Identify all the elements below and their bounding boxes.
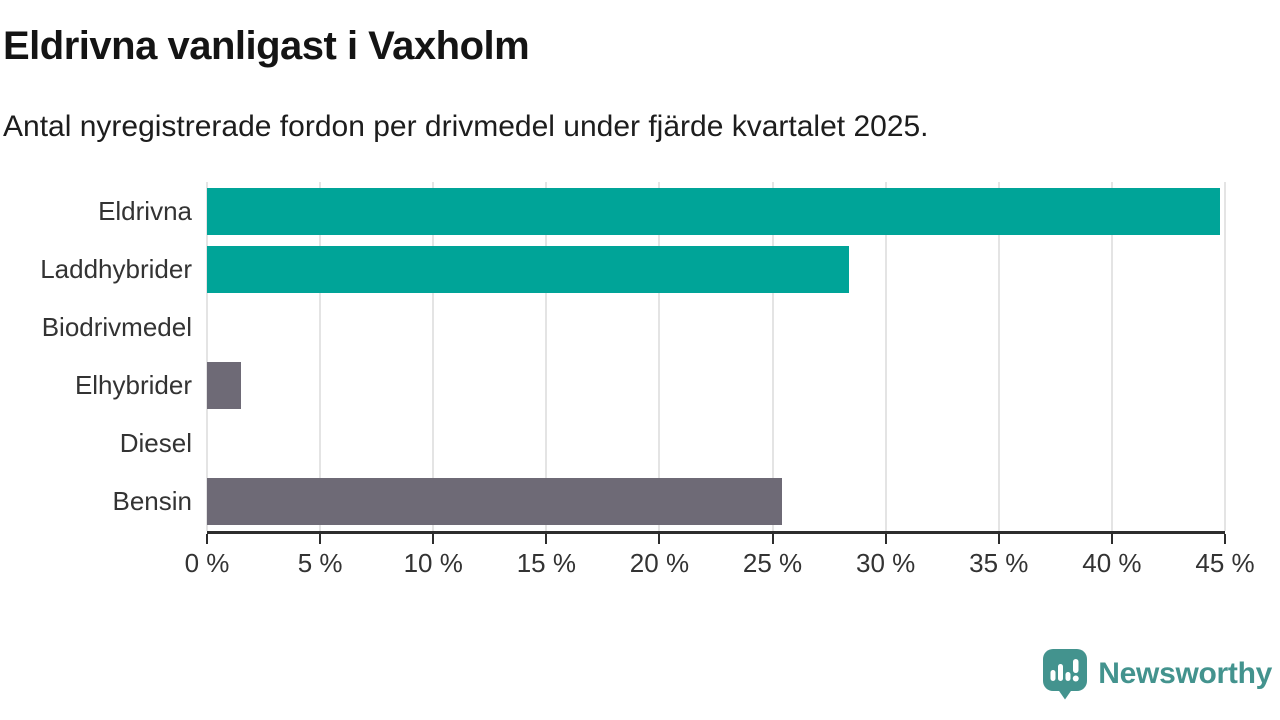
chart-subtitle: Antal nyregistrerade fordon per drivmede… (3, 110, 929, 143)
gridline (319, 182, 322, 531)
bar (207, 478, 782, 526)
x-tick (997, 534, 1000, 544)
category-label: Laddhybrider (40, 253, 192, 284)
chart-title: Eldrivna vanligast i Vaxholm (3, 24, 530, 68)
x-tick (206, 534, 208, 544)
gridline (545, 182, 548, 531)
x-tick-label: 35 % (969, 548, 1029, 578)
gridline (1110, 182, 1113, 531)
bar (207, 187, 1221, 235)
x-tick (319, 534, 322, 544)
bar-chart: Eldrivna Laddhybrider Biodrivmedel Elhybrid… (0, 182, 1280, 612)
bar-row (207, 473, 1225, 531)
x-tick-label: 45 % (1195, 548, 1255, 578)
x-tick (884, 534, 887, 544)
category-label: Eldrivna (98, 195, 192, 226)
bar-row (207, 240, 1225, 298)
y-axis-labels: Eldrivna Laddhybrider Biodrivmedel Elhybrid… (0, 182, 192, 531)
category-label: Biodrivmedel (41, 311, 192, 342)
bar-row (207, 182, 1225, 240)
x-tick-label: 10 % (403, 548, 463, 578)
newsworthy-logo: Newsworthy (1042, 648, 1272, 700)
category-label: Elhybrider (74, 370, 192, 401)
bar-row (207, 357, 1225, 415)
bar-row (207, 415, 1225, 473)
x-tick-label: 40 % (1082, 548, 1142, 578)
bar (207, 245, 850, 293)
x-tick-label: 15 % (516, 548, 576, 578)
x-tick (1224, 534, 1226, 544)
category-label: Bensin (112, 486, 193, 517)
gridline (1224, 182, 1226, 531)
x-tick (545, 534, 548, 544)
gridline (771, 182, 774, 531)
x-tick-label: 25 % (742, 548, 803, 578)
x-tick-label: 30 % (856, 548, 916, 578)
x-tick (432, 534, 435, 544)
speech-bubble-bar-chart-icon (1043, 649, 1088, 700)
bar-row (207, 298, 1225, 356)
plot-area (206, 182, 1226, 534)
category-label: Diesel (119, 428, 192, 459)
newsworthy-logo-text: Newsworthy (1098, 657, 1272, 690)
bar (207, 362, 241, 410)
gridline (206, 182, 208, 531)
x-tick (658, 534, 661, 544)
gridline (658, 182, 661, 531)
x-tick (771, 534, 774, 544)
x-tick-label: 0 % (184, 548, 230, 578)
x-tick-label: 20 % (629, 548, 690, 578)
gridline (997, 182, 1000, 531)
x-tick-label: 5 % (297, 548, 343, 578)
gridline (432, 182, 435, 531)
x-tick (1110, 534, 1113, 544)
gridline (884, 182, 887, 531)
